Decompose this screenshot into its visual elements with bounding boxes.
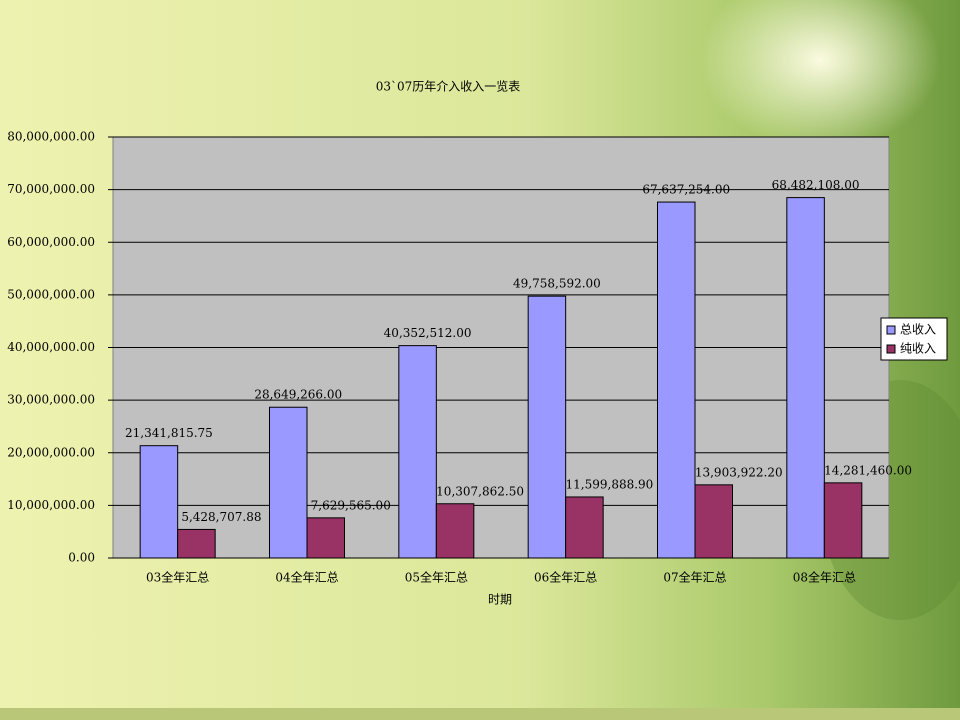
y-tick-label: 30,000,000.00 [7,393,95,407]
y-tick-label: 80,000,000.00 [7,130,95,144]
bar [565,496,604,559]
value-label: 67,637,254.00 [642,183,730,197]
value-label: 7,629,565.00 [311,498,391,512]
y-tick-label: 60,000,000.00 [7,235,95,249]
x-axis-title: 时期 [488,593,512,607]
x-tick-label: 07全年汇总 [663,570,726,585]
bottom-border [0,708,960,720]
y-tick-label: 0.00 [68,551,95,565]
y-tick-label: 10,000,000.00 [7,498,95,512]
bar [177,528,216,559]
bar [269,406,308,559]
x-tick-label: 04全年汇总 [275,570,338,585]
legend-swatch [886,325,896,335]
bar [527,295,567,559]
bar [398,345,437,559]
value-label: 11,599,888.90 [566,477,654,491]
lotus-decoration [700,0,940,150]
value-label: 14,281,460.00 [824,463,912,477]
legend-label: 总收入 [900,323,936,337]
bar [823,482,863,559]
value-label: 21,341,815.75 [125,426,213,440]
value-label: 5,428,707.88 [181,510,261,524]
x-tick-label: 06全年汇总 [534,570,597,585]
value-label: 40,352,512.00 [384,326,472,340]
value-label: 10,307,862.50 [436,484,524,498]
value-label: 28,649,266.00 [254,388,342,402]
x-tick-label: 05全年汇总 [405,570,468,585]
x-tick-label: 08全年汇总 [793,570,856,585]
value-label: 13,903,922.20 [695,465,783,479]
x-tick-label: 03全年汇总 [146,570,209,585]
y-tick-label: 50,000,000.00 [7,287,95,301]
value-label: 68,482,108.00 [772,178,860,192]
y-tick-label: 20,000,000.00 [7,445,95,459]
bar [786,197,825,559]
bar [435,503,475,559]
bar [139,445,179,559]
bar [657,201,696,559]
bar [306,517,345,559]
y-tick-label: 70,000,000.00 [7,182,95,196]
legend-swatch [886,344,896,354]
legend-label: 纯收入 [900,342,936,356]
bar [694,484,733,559]
chart-title: 03`07历年介入收入一览表 [376,79,521,94]
value-label: 49,758,592.00 [513,277,601,291]
y-tick-label: 40,000,000.00 [7,340,95,354]
